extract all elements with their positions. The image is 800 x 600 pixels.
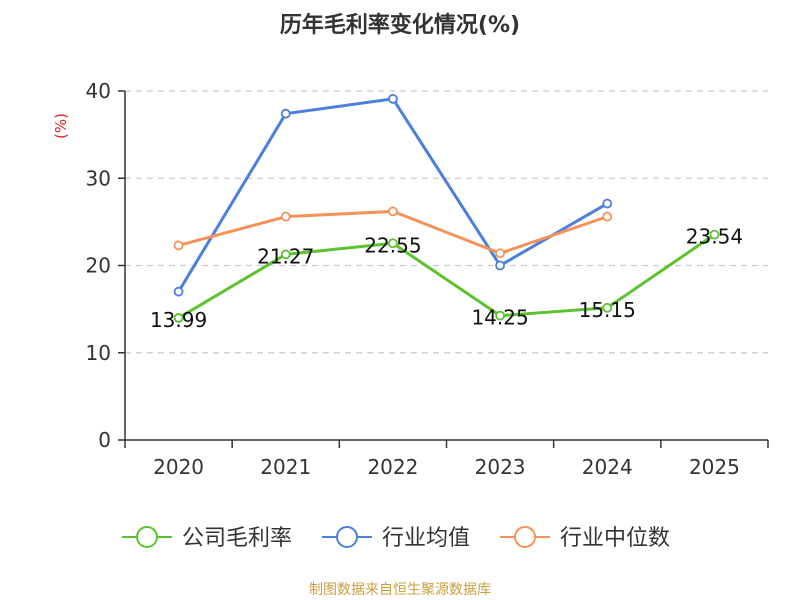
data-point [388, 238, 398, 249]
y-tick-label: 20 [86, 254, 111, 278]
y-tick-label: 30 [86, 166, 111, 190]
legend-marker [136, 526, 158, 548]
data-point [495, 248, 505, 259]
y-axis-label: (%) [52, 113, 70, 139]
series-0 [173, 229, 720, 323]
y-tick-label: 40 [86, 79, 111, 103]
chart-title: 历年毛利率变化情况(%) [280, 12, 520, 38]
data-label: 22.55 [364, 233, 421, 257]
data-point [173, 313, 184, 323]
x-tick-label: 2025 [689, 455, 740, 479]
series-2 [173, 206, 613, 259]
data-label: 15.15 [579, 298, 636, 322]
x-tick-label: 2021 [260, 455, 311, 479]
x-tick-label: 2020 [153, 455, 204, 479]
data-point [173, 286, 184, 297]
legend-label: 行业中位数 [560, 526, 670, 551]
legend-item: 行业中位数 [500, 526, 670, 551]
data-point [388, 93, 398, 104]
source-caption: 制图数据来自恒生聚源数据库 [309, 582, 491, 598]
series-line [177, 97, 609, 293]
y-tick-label: 10 [86, 341, 111, 365]
data-point [602, 211, 613, 222]
x-tick-label: 2022 [367, 455, 418, 479]
data-point [602, 198, 613, 209]
grid-lines [125, 90, 768, 354]
data-point [173, 240, 184, 251]
legend-marker [514, 526, 536, 548]
y-tick-label: 0 [98, 428, 111, 452]
data-point [388, 206, 398, 217]
data-label: 23.54 [686, 225, 743, 249]
data-point [280, 249, 291, 260]
legend-label: 行业均值 [382, 526, 470, 551]
legend-item: 行业均值 [322, 526, 470, 551]
legend-marker [336, 526, 358, 548]
axes: 0 10 20 30 40 2020 2021 2022 2023 2024 2025 [86, 79, 769, 479]
data-point [709, 229, 720, 240]
data-point [280, 211, 291, 222]
data-label: 14.25 [471, 306, 528, 330]
data-point [495, 260, 505, 271]
data-point [495, 310, 505, 321]
data-label: 21.27 [257, 244, 314, 268]
legend-item: 公司毛利率 [122, 526, 292, 551]
data-point [280, 108, 291, 119]
series-lines [173, 93, 720, 323]
series-1 [173, 93, 613, 297]
data-label: 13.99 [150, 308, 207, 332]
series-line [177, 233, 716, 320]
legend-label: 公司毛利率 [182, 526, 292, 551]
x-tick-label: 2023 [475, 455, 526, 479]
data-labels: 13.99 21.27 22.55 14.25 15.15 23.54 [150, 225, 743, 332]
legend: 公司毛利率 行业均值 行业中位数 [122, 526, 670, 551]
x-tick-label: 2024 [582, 455, 633, 479]
data-point [602, 302, 613, 313]
